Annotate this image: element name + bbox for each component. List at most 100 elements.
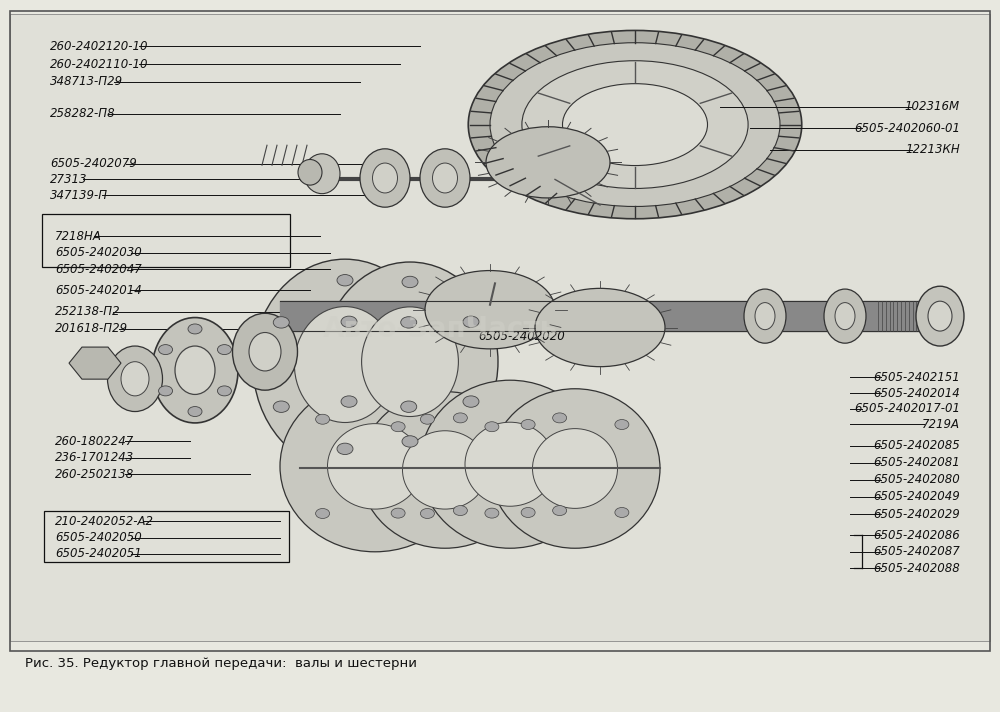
Text: 201618-П29: 201618-П29 bbox=[55, 323, 128, 335]
Circle shape bbox=[188, 324, 202, 334]
Circle shape bbox=[615, 508, 629, 518]
Ellipse shape bbox=[280, 381, 470, 552]
Text: 348713-П29: 348713-П29 bbox=[50, 75, 123, 88]
Text: 6505-2402029: 6505-2402029 bbox=[873, 508, 960, 520]
Text: 6505-2402060-01: 6505-2402060-01 bbox=[854, 122, 960, 135]
Text: 252138-П2: 252138-П2 bbox=[55, 305, 121, 318]
Ellipse shape bbox=[322, 262, 498, 461]
Text: Рис. 35. Редуктор главной передачи:  валы и шестерни: Рис. 35. Редуктор главной передачи: валы… bbox=[25, 657, 417, 670]
Text: 347139-П: 347139-П bbox=[50, 189, 108, 201]
Circle shape bbox=[337, 443, 353, 454]
Circle shape bbox=[341, 316, 357, 328]
Text: 6505-2402030: 6505-2402030 bbox=[55, 246, 142, 259]
Circle shape bbox=[341, 396, 357, 407]
Circle shape bbox=[420, 508, 434, 518]
Text: 6505-2402085: 6505-2402085 bbox=[873, 439, 960, 452]
Ellipse shape bbox=[304, 154, 340, 194]
Text: Авто-ЗапЧасть: Авто-ЗапЧасть bbox=[322, 315, 558, 343]
Text: 6505-2402081: 6505-2402081 bbox=[873, 456, 960, 469]
Ellipse shape bbox=[562, 83, 708, 166]
Ellipse shape bbox=[175, 346, 215, 394]
Ellipse shape bbox=[835, 303, 855, 330]
Text: 258282-П8: 258282-П8 bbox=[50, 108, 116, 120]
Text: 210-2402052-А2: 210-2402052-А2 bbox=[55, 515, 154, 528]
Text: 102316М: 102316М bbox=[905, 100, 960, 113]
Circle shape bbox=[463, 396, 479, 407]
Text: 6505-2402017-01: 6505-2402017-01 bbox=[854, 402, 960, 415]
Ellipse shape bbox=[468, 31, 802, 219]
Text: 236-1701243: 236-1701243 bbox=[55, 451, 134, 464]
Circle shape bbox=[485, 422, 499, 431]
Circle shape bbox=[420, 414, 434, 424]
Text: 27313: 27313 bbox=[50, 173, 88, 186]
Ellipse shape bbox=[253, 259, 437, 470]
Text: 6505-2402151: 6505-2402151 bbox=[873, 371, 960, 384]
Ellipse shape bbox=[916, 286, 964, 346]
Text: 12213КН: 12213КН bbox=[905, 143, 960, 156]
Circle shape bbox=[188, 407, 202, 417]
Circle shape bbox=[159, 386, 173, 396]
Circle shape bbox=[401, 317, 417, 328]
Text: 6505-2402050: 6505-2402050 bbox=[55, 531, 142, 544]
Circle shape bbox=[217, 345, 231, 355]
Ellipse shape bbox=[522, 61, 748, 189]
Ellipse shape bbox=[108, 346, 162, 412]
Circle shape bbox=[316, 414, 330, 424]
Ellipse shape bbox=[372, 163, 398, 193]
Circle shape bbox=[273, 317, 289, 328]
Circle shape bbox=[273, 401, 289, 412]
Ellipse shape bbox=[402, 431, 488, 509]
Ellipse shape bbox=[755, 303, 775, 330]
Text: 7218НА: 7218НА bbox=[55, 230, 102, 243]
Text: 6505-2402088: 6505-2402088 bbox=[873, 562, 960, 575]
Ellipse shape bbox=[824, 289, 866, 343]
Ellipse shape bbox=[928, 301, 952, 331]
Bar bbox=[10, 14, 990, 641]
Circle shape bbox=[217, 386, 231, 396]
Circle shape bbox=[402, 276, 418, 288]
Ellipse shape bbox=[362, 307, 458, 417]
Ellipse shape bbox=[535, 288, 665, 367]
Ellipse shape bbox=[532, 429, 618, 508]
Ellipse shape bbox=[425, 271, 555, 349]
Circle shape bbox=[615, 419, 629, 429]
Circle shape bbox=[453, 413, 467, 423]
Text: 6505-2402020: 6505-2402020 bbox=[478, 330, 565, 342]
Text: 6505-2402014: 6505-2402014 bbox=[55, 284, 142, 297]
Circle shape bbox=[453, 506, 467, 515]
Circle shape bbox=[521, 508, 535, 518]
Circle shape bbox=[159, 345, 173, 355]
Ellipse shape bbox=[486, 127, 610, 198]
Circle shape bbox=[463, 316, 479, 328]
Text: 6505-2402079: 6505-2402079 bbox=[50, 157, 137, 170]
Ellipse shape bbox=[298, 159, 322, 185]
Ellipse shape bbox=[432, 163, 458, 193]
Circle shape bbox=[316, 508, 330, 518]
Ellipse shape bbox=[360, 392, 530, 548]
Text: 7219А: 7219А bbox=[922, 418, 960, 431]
Ellipse shape bbox=[465, 422, 555, 506]
Ellipse shape bbox=[490, 389, 660, 548]
Ellipse shape bbox=[420, 149, 470, 207]
Text: 6505-2402080: 6505-2402080 bbox=[873, 473, 960, 486]
Text: 260-1802247: 260-1802247 bbox=[55, 435, 134, 448]
Text: 6505-2402086: 6505-2402086 bbox=[873, 529, 960, 542]
Bar bbox=[42, 214, 290, 267]
Text: 6505-2402047: 6505-2402047 bbox=[55, 263, 142, 276]
Ellipse shape bbox=[744, 289, 786, 343]
Text: 260-2402120-10: 260-2402120-10 bbox=[50, 40, 148, 53]
Circle shape bbox=[485, 508, 499, 518]
Ellipse shape bbox=[420, 380, 600, 548]
Circle shape bbox=[401, 401, 417, 412]
Ellipse shape bbox=[249, 333, 281, 371]
Text: 260-2402110-10: 260-2402110-10 bbox=[50, 58, 148, 70]
Circle shape bbox=[402, 436, 418, 447]
Circle shape bbox=[391, 508, 405, 518]
Ellipse shape bbox=[232, 313, 298, 390]
Ellipse shape bbox=[294, 307, 396, 422]
Ellipse shape bbox=[328, 424, 422, 509]
Text: 260-2502138: 260-2502138 bbox=[55, 468, 134, 481]
Ellipse shape bbox=[121, 362, 149, 396]
Bar bbox=[44, 511, 289, 562]
Text: 6505-2402014: 6505-2402014 bbox=[873, 387, 960, 399]
